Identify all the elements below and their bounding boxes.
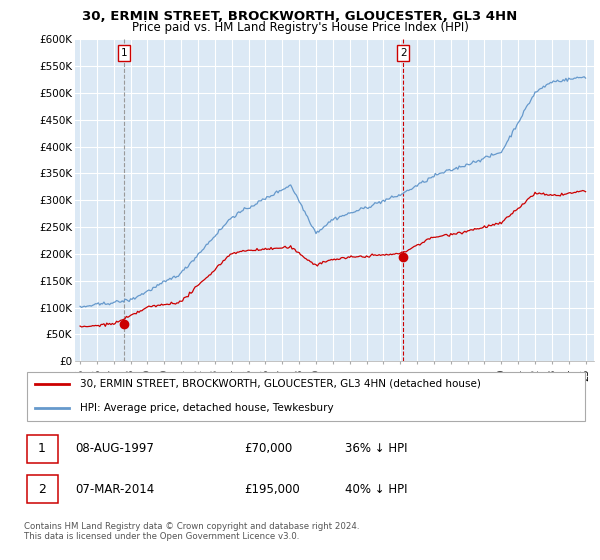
Text: 1: 1 bbox=[38, 442, 46, 455]
Text: HPI: Average price, detached house, Tewkesbury: HPI: Average price, detached house, Tewk… bbox=[80, 403, 334, 413]
Text: 36% ↓ HPI: 36% ↓ HPI bbox=[346, 442, 408, 455]
Text: 2: 2 bbox=[400, 48, 406, 58]
Text: £70,000: £70,000 bbox=[244, 442, 292, 455]
Text: 30, ERMIN STREET, BROCKWORTH, GLOUCESTER, GL3 4HN: 30, ERMIN STREET, BROCKWORTH, GLOUCESTER… bbox=[82, 10, 518, 22]
Text: 1: 1 bbox=[121, 48, 127, 58]
FancyBboxPatch shape bbox=[27, 372, 585, 421]
FancyBboxPatch shape bbox=[27, 435, 58, 463]
Text: Price paid vs. HM Land Registry's House Price Index (HPI): Price paid vs. HM Land Registry's House … bbox=[131, 21, 469, 34]
FancyBboxPatch shape bbox=[27, 475, 58, 503]
Text: 2: 2 bbox=[38, 483, 46, 496]
Text: 07-MAR-2014: 07-MAR-2014 bbox=[75, 483, 154, 496]
Text: £195,000: £195,000 bbox=[244, 483, 300, 496]
Text: 40% ↓ HPI: 40% ↓ HPI bbox=[346, 483, 408, 496]
Text: 08-AUG-1997: 08-AUG-1997 bbox=[75, 442, 154, 455]
Text: 30, ERMIN STREET, BROCKWORTH, GLOUCESTER, GL3 4HN (detached house): 30, ERMIN STREET, BROCKWORTH, GLOUCESTER… bbox=[80, 379, 481, 389]
Text: Contains HM Land Registry data © Crown copyright and database right 2024.
This d: Contains HM Land Registry data © Crown c… bbox=[24, 522, 359, 542]
